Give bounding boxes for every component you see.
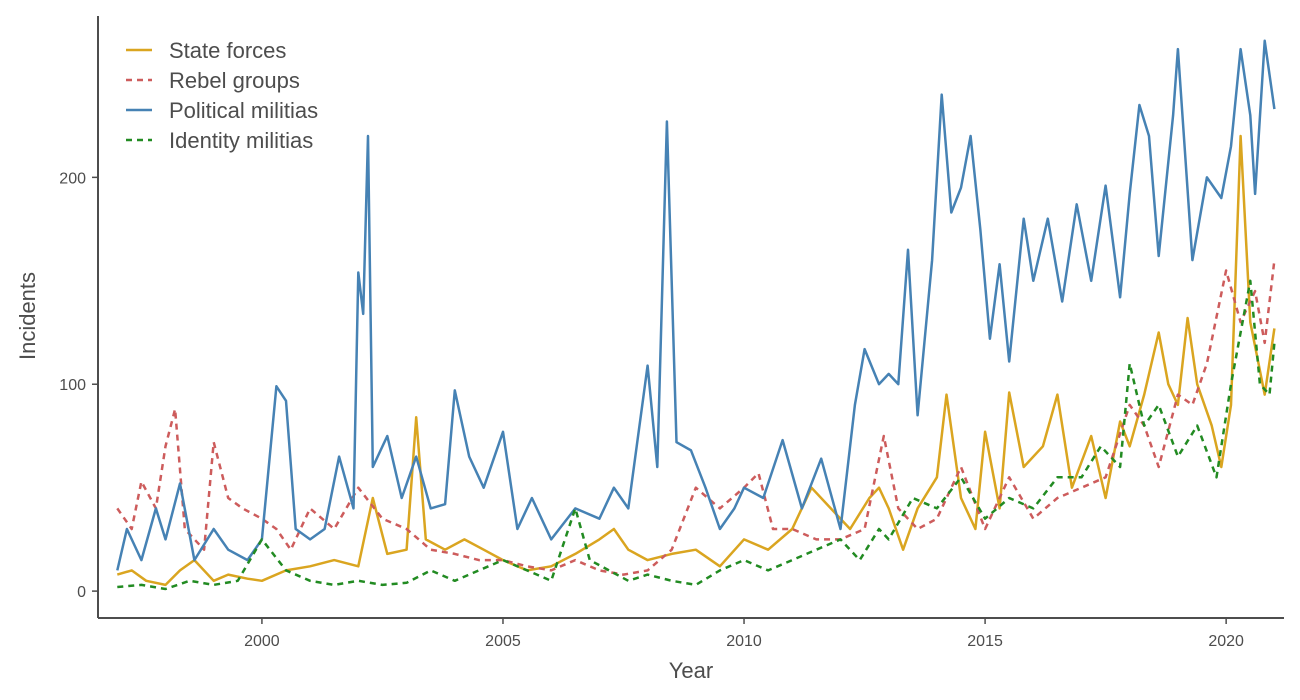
- y-tick-label: 100: [59, 377, 86, 394]
- x-ticks: 2000 2005 2010 2015 2020: [244, 618, 1244, 650]
- y-ticks: 0 100 200: [59, 170, 98, 601]
- series-line-state-forces: [116, 134, 1276, 587]
- x-tick-label: 2010: [726, 633, 762, 650]
- legend-label-rebel-groups: Rebel groups: [169, 68, 300, 93]
- legend-label-identity-militias: Identity militias: [169, 128, 313, 153]
- x-tick-label: 2020: [1208, 633, 1244, 650]
- x-tick-label: 2015: [967, 633, 1003, 650]
- legend: State forces Rebel groups Political militi…: [126, 38, 318, 153]
- legend-label-political-militias: Political militias: [169, 98, 318, 123]
- y-tick-label: 200: [59, 170, 86, 187]
- x-tick-label: 2005: [485, 633, 521, 650]
- series-line-rebel-groups: [116, 259, 1276, 576]
- x-tick-label: 2000: [244, 633, 280, 650]
- legend-label-state-forces: State forces: [169, 38, 286, 63]
- series-line-identity-militias: [117, 279, 1276, 591]
- series-layer: [116, 39, 1276, 591]
- y-axis-title: Incidents: [15, 272, 40, 360]
- series-line-political-militias: [116, 39, 1276, 571]
- y-tick-label: 0: [77, 584, 86, 601]
- x-axis-title: Year: [669, 658, 713, 683]
